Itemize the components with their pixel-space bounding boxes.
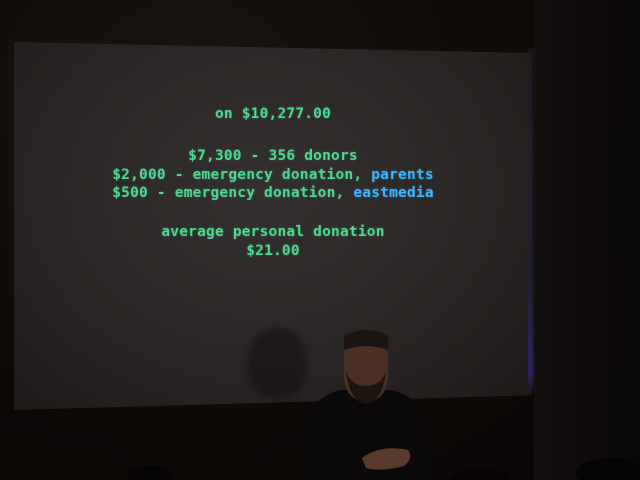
room-wall — [534, 0, 640, 480]
average-donation-label: average personal donation — [161, 224, 385, 240]
emergency-donation-eastmedia-line: $500 - emergency donation, eastmedia — [14, 185, 532, 201]
speaker — [304, 330, 430, 480]
emergency-donation-text: $500 - emergency donation, — [112, 185, 345, 201]
donors-line: $7,300 - 356 donors — [188, 148, 358, 164]
projection-screen — [14, 42, 532, 410]
speaker-hands — [362, 448, 411, 470]
average-donation-value: $21.00 — [246, 243, 300, 259]
screen-edge-glow — [528, 48, 534, 390]
emergency-donation-text: $2,000 - emergency donation, — [112, 167, 363, 183]
donation-source-eastmedia: eastmedia — [353, 185, 434, 201]
donation-source-parents: parents — [371, 167, 434, 183]
speaker-beard — [346, 372, 386, 404]
emergency-donation-parents-line: $2,000 - emergency donation, parents — [14, 167, 532, 183]
speaker-shadow — [248, 328, 306, 398]
audience-silhouettes — [128, 458, 640, 480]
speaker-cap — [344, 330, 388, 350]
total-amount-line: on $10,277.00 — [214, 106, 332, 122]
